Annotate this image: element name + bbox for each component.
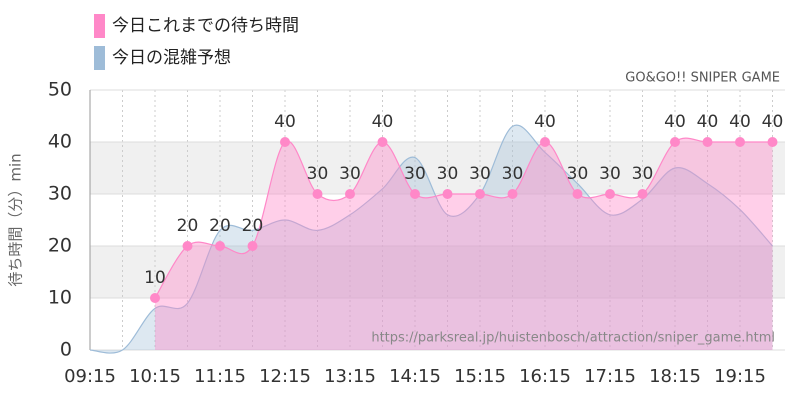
- point: [247, 241, 258, 251]
- y-tick-label: 50: [48, 79, 72, 101]
- x-tick-label: 18:15: [649, 366, 701, 387]
- area: [90, 125, 773, 354]
- grid-band: [90, 246, 785, 298]
- point: [312, 189, 323, 199]
- data-label: 20: [209, 216, 231, 236]
- point: [475, 189, 485, 199]
- point: [702, 137, 713, 147]
- point: [605, 189, 615, 199]
- data-label: 30: [404, 164, 426, 184]
- point: [345, 189, 355, 199]
- data-label: 40: [274, 112, 296, 132]
- point: [182, 241, 193, 251]
- data-label: 40: [664, 112, 686, 132]
- point: [637, 189, 648, 199]
- y-tick-label: 20: [48, 235, 72, 257]
- data-label: 30: [567, 164, 589, 184]
- data-label: 30: [307, 164, 329, 184]
- point: [670, 137, 680, 147]
- data-label: 30: [469, 164, 491, 184]
- y-axis-label: 待ち時間（分）min: [7, 153, 25, 286]
- line: [89, 124, 773, 354]
- x-tick-label: 19:15: [714, 366, 766, 387]
- x-tick-label: 16:15: [519, 366, 571, 387]
- y-tick-label: 0: [60, 339, 72, 361]
- line: [154, 137, 773, 299]
- data-label: 40: [534, 112, 556, 132]
- data-label: 30: [599, 164, 621, 184]
- y-tick-label: 30: [48, 183, 72, 205]
- watermark: https://parksreal.jp/huistenbosch/attrac…: [371, 331, 775, 346]
- data-label: 30: [502, 164, 524, 184]
- x-tick-label: 09:15: [64, 366, 116, 387]
- data-label: 40: [697, 112, 719, 132]
- point: [377, 137, 388, 147]
- point: [572, 189, 583, 199]
- data-label: 40: [372, 112, 394, 132]
- data-label: 40: [729, 112, 751, 132]
- x-tick-label: 10:15: [129, 366, 181, 387]
- data-label: 30: [437, 164, 459, 184]
- area: [155, 138, 773, 350]
- credit: GO&GO!! SNIPER GAME: [625, 71, 780, 86]
- x-tick-label: 15:15: [454, 366, 506, 387]
- grid-band: [90, 142, 785, 194]
- point: [150, 293, 160, 303]
- point: [767, 137, 778, 147]
- y-tick-label: 40: [48, 131, 72, 153]
- data-label: 10: [144, 268, 166, 288]
- point: [280, 137, 290, 147]
- point: [410, 189, 420, 199]
- x-tick-label: 14:15: [389, 366, 441, 387]
- x-tick-label: 17:15: [584, 366, 636, 387]
- legend-label: 今日これまでの待ち時間: [112, 16, 299, 36]
- data-label: 20: [177, 216, 199, 236]
- point: [442, 189, 453, 199]
- x-tick-label: 13:15: [324, 366, 376, 387]
- data-label: 30: [339, 164, 361, 184]
- y-tick-label: 10: [48, 287, 72, 309]
- legend-swatch: [94, 46, 105, 70]
- point: [540, 137, 550, 147]
- x-tick-label: 11:15: [194, 366, 246, 387]
- legend-swatch: [94, 14, 105, 38]
- x-tick-label: 12:15: [259, 366, 311, 387]
- point: [507, 189, 518, 199]
- data-label: 40: [762, 112, 784, 132]
- data-label: 30: [632, 164, 654, 184]
- legend-label: 今日の混雑予想: [112, 48, 231, 68]
- point: [735, 137, 745, 147]
- data-label: 20: [242, 216, 264, 236]
- point: [215, 241, 225, 251]
